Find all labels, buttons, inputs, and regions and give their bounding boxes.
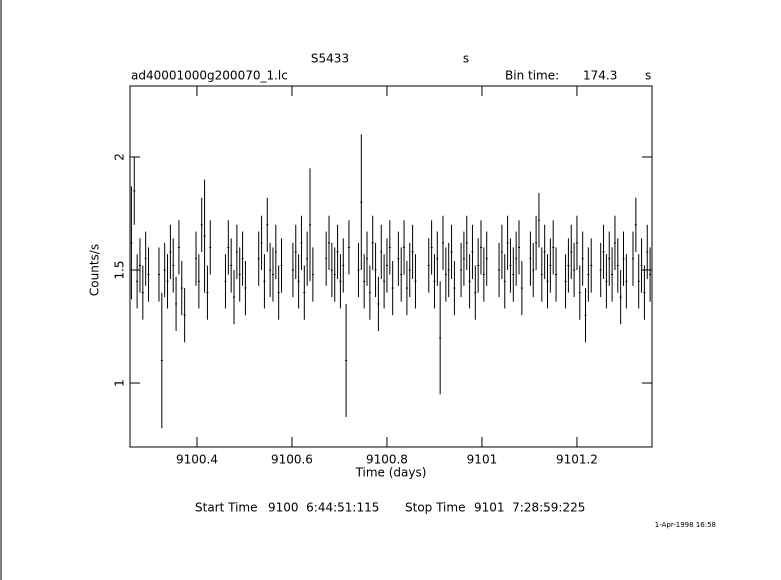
plot-frame — [129, 85, 653, 448]
stop-time: 9101 7:28:59:225 — [474, 501, 585, 515]
timestamp: 1-Apr-1998 16:58 — [655, 521, 716, 529]
bin-time: 174.3 — [583, 69, 617, 83]
x-axis-label: Time (days) — [355, 466, 427, 480]
bin-time-unit: s — [645, 69, 651, 83]
y-tick-label: 1 — [113, 379, 127, 387]
x-tick-label: 9100.6 — [271, 453, 313, 467]
start-label: Start Time — [195, 501, 258, 515]
x-tick-label: 9100.4 — [176, 453, 218, 467]
x-tick-label: 9100.8 — [366, 453, 408, 467]
stop-label: Stop Time — [405, 501, 465, 515]
y-tick-label: 2 — [113, 153, 127, 161]
y-axis-label: Counts/s — [88, 244, 102, 296]
bin-time-label: Bin time: — [505, 69, 559, 83]
start-time: 9100 6:44:51:115 — [268, 501, 379, 515]
x-tick-label: 9101.2 — [556, 453, 598, 467]
subtitle: ad40001000g200070_1.lc — [131, 69, 288, 83]
chart-title: S5433 — [311, 52, 349, 66]
y-tick-label: 1.5 — [113, 260, 127, 279]
x-tick-label: 9101 — [467, 453, 498, 467]
title-unit: s — [463, 52, 469, 66]
